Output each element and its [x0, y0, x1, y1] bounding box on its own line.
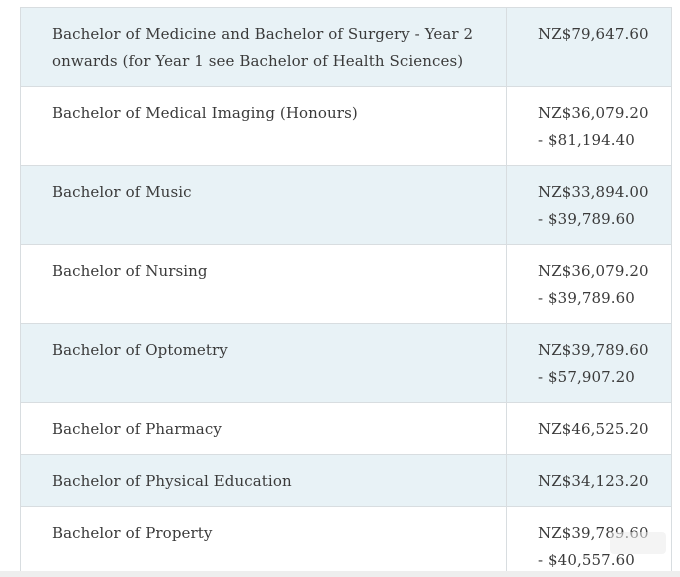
programme-cell: Bachelor of Property	[20, 506, 507, 577]
fee-line: - $39,789.60	[538, 289, 635, 307]
table-row: Bachelor of Pharmacy NZ$46,525.20	[20, 402, 672, 455]
fee-cell: NZ$36,079.20 - $39,789.60	[506, 244, 672, 324]
fee-line: NZ$36,079.20	[538, 262, 649, 280]
programme-cell: Bachelor of Pharmacy	[20, 402, 507, 455]
table-row: Bachelor of Nursing NZ$36,079.20 - $39,7…	[20, 244, 672, 324]
fee-cell: NZ$39,789.60 - $57,907.20	[506, 323, 672, 403]
table-row: Bachelor of Medicine and Bachelor of Sur…	[20, 7, 672, 87]
fee-cell: NZ$79,647.60	[506, 7, 672, 87]
fee-line: NZ$34,123.20	[538, 472, 649, 490]
fee-line: NZ$46,525.20	[538, 420, 649, 438]
fee-cell: NZ$46,525.20	[506, 402, 672, 455]
table-row: Bachelor of Music NZ$33,894.00 - $39,789…	[20, 165, 672, 245]
table-row: Bachelor of Physical Education NZ$34,123…	[20, 454, 672, 507]
programme-cell: Bachelor of Medical Imaging (Honours)	[20, 86, 507, 166]
fee-cell: NZ$33,894.00 - $39,789.60	[506, 165, 672, 245]
fees-table: Bachelor of Medicine and Bachelor of Sur…	[20, 7, 672, 577]
fee-cell: NZ$34,123.20	[506, 454, 672, 507]
fee-line: - $40,557.60	[538, 551, 635, 569]
programme-cell: Bachelor of Music	[20, 165, 507, 245]
fee-line: NZ$36,079.20	[538, 104, 649, 122]
table-row: Bachelor of Medical Imaging (Honours) NZ…	[20, 86, 672, 166]
watermark-logo	[610, 532, 666, 554]
fee-line: NZ$79,647.60	[538, 25, 649, 43]
fee-line: - $81,194.40	[538, 131, 635, 149]
page-bottom-divider	[0, 571, 680, 577]
fee-line: NZ$39,789.60	[538, 341, 649, 359]
table-row: Bachelor of Optometry NZ$39,789.60 - $57…	[20, 323, 672, 403]
programme-cell: Bachelor of Optometry	[20, 323, 507, 403]
programme-cell: Bachelor of Medicine and Bachelor of Sur…	[20, 7, 507, 87]
programme-cell: Bachelor of Nursing	[20, 244, 507, 324]
fee-cell: NZ$36,079.20 - $81,194.40	[506, 86, 672, 166]
table-row: Bachelor of Property NZ$39,789.60 - $40,…	[20, 506, 672, 577]
programme-cell: Bachelor of Physical Education	[20, 454, 507, 507]
fee-line: - $39,789.60	[538, 210, 635, 228]
fee-line: NZ$33,894.00	[538, 183, 649, 201]
fee-line: - $57,907.20	[538, 368, 635, 386]
